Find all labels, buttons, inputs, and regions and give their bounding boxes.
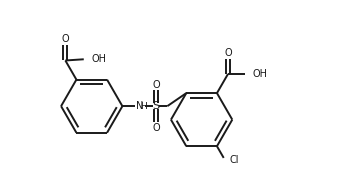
Text: O: O — [152, 80, 160, 90]
Text: N: N — [136, 101, 143, 111]
Text: S: S — [153, 101, 160, 111]
Text: Cl: Cl — [230, 155, 239, 165]
Text: OH: OH — [252, 69, 267, 79]
Text: O: O — [62, 34, 69, 44]
Text: H: H — [140, 102, 147, 111]
Text: O: O — [152, 122, 160, 132]
Text: OH: OH — [91, 54, 106, 64]
Text: O: O — [224, 48, 232, 58]
